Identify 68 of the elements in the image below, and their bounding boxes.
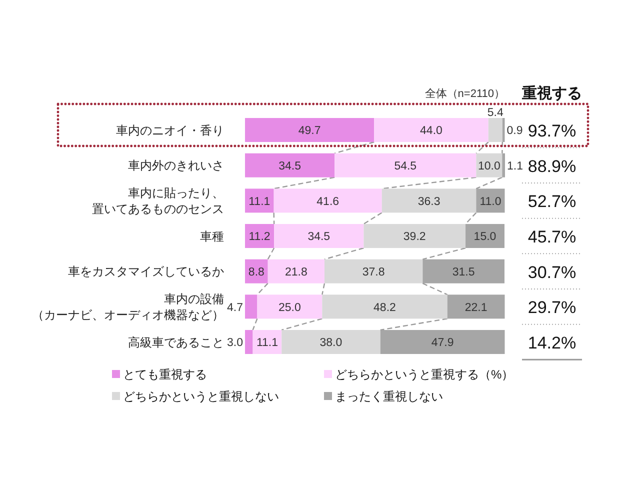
text: 45.7%	[528, 227, 576, 246]
bar	[324, 259, 423, 284]
data-label: 1.1	[507, 160, 523, 173]
bar	[488, 118, 502, 142]
data-label: 34.5	[278, 160, 301, 173]
data-label: 41.6	[316, 196, 340, 208]
bar	[374, 118, 488, 142]
y-tick-label: 車内の設備（カーナビ、オーディオ機器など）	[32, 292, 224, 322]
y-tick-label: 車内のニオイ・香り	[116, 123, 224, 138]
y-tick-label: 車内外のきれいさ	[128, 158, 224, 173]
bar	[282, 330, 380, 354]
text: 30.7%	[528, 262, 576, 282]
bar	[268, 259, 324, 284]
data-label: 25.0	[278, 302, 301, 314]
y-tick-label: 車種	[200, 229, 224, 244]
bar	[447, 294, 505, 319]
y-tick-label: 高級車であること	[128, 335, 224, 350]
bar	[257, 294, 322, 319]
data-label: 11.1	[248, 196, 270, 208]
data-label: 34.5	[308, 231, 330, 244]
legend-label: どちらかというと重視する（%）	[335, 368, 514, 382]
bar	[274, 188, 382, 213]
data-label: 49.7	[298, 125, 321, 138]
data-label: 48.2	[374, 302, 396, 314]
y-tick-label: 車をカスタマイズしているか	[68, 264, 224, 279]
data-label: 36.3	[418, 196, 440, 208]
data-label: 37.8	[362, 266, 385, 279]
bar	[245, 118, 374, 142]
data-label: 15.0	[474, 231, 496, 244]
text: 93.7%	[528, 122, 576, 140]
data-label: 54.5	[394, 160, 417, 173]
data-label: 31.5	[452, 266, 475, 279]
data-label: 44.0	[420, 125, 442, 138]
text: 29.7%	[528, 298, 576, 318]
data-label: 4.7	[227, 302, 243, 314]
bar	[334, 153, 476, 178]
data-label: 0.9	[506, 125, 523, 138]
legend-label: まったく重視しない	[335, 390, 443, 404]
bar	[245, 294, 258, 319]
legend-label: とても重視する	[123, 368, 207, 382]
data-label: 21.8	[284, 266, 308, 279]
legend-label: どちらかというと重視しない	[123, 390, 279, 404]
bar	[245, 224, 274, 248]
data-label: 38.0	[320, 337, 342, 350]
text: 重視する	[521, 85, 582, 102]
bar	[245, 188, 274, 213]
data-label: 22.1	[464, 302, 488, 314]
data-label: 11.2	[248, 231, 270, 244]
data-label: 39.2	[403, 231, 426, 244]
data-label: 47.9	[431, 337, 454, 350]
bar	[245, 330, 253, 354]
text: 52.7%	[528, 192, 576, 212]
text: 14.2%	[528, 333, 576, 352]
bar	[322, 294, 448, 319]
data-label: 8.8	[248, 266, 264, 279]
bar	[245, 153, 335, 178]
text: 88.9%	[528, 156, 576, 176]
bar	[364, 224, 466, 248]
data-label: 3.0	[227, 337, 243, 350]
data-label: 11.0	[480, 196, 502, 208]
data-label: 11.1	[256, 337, 278, 350]
data-label: 5.4	[487, 107, 504, 119]
bar	[382, 188, 476, 213]
bar	[252, 330, 282, 354]
y-tick-label: 車内に貼ったり、置いてあるもののセンス	[92, 186, 224, 216]
bar	[274, 224, 364, 248]
data-label: 10.0	[478, 160, 500, 173]
text: 全体（n=2110）	[424, 88, 505, 100]
